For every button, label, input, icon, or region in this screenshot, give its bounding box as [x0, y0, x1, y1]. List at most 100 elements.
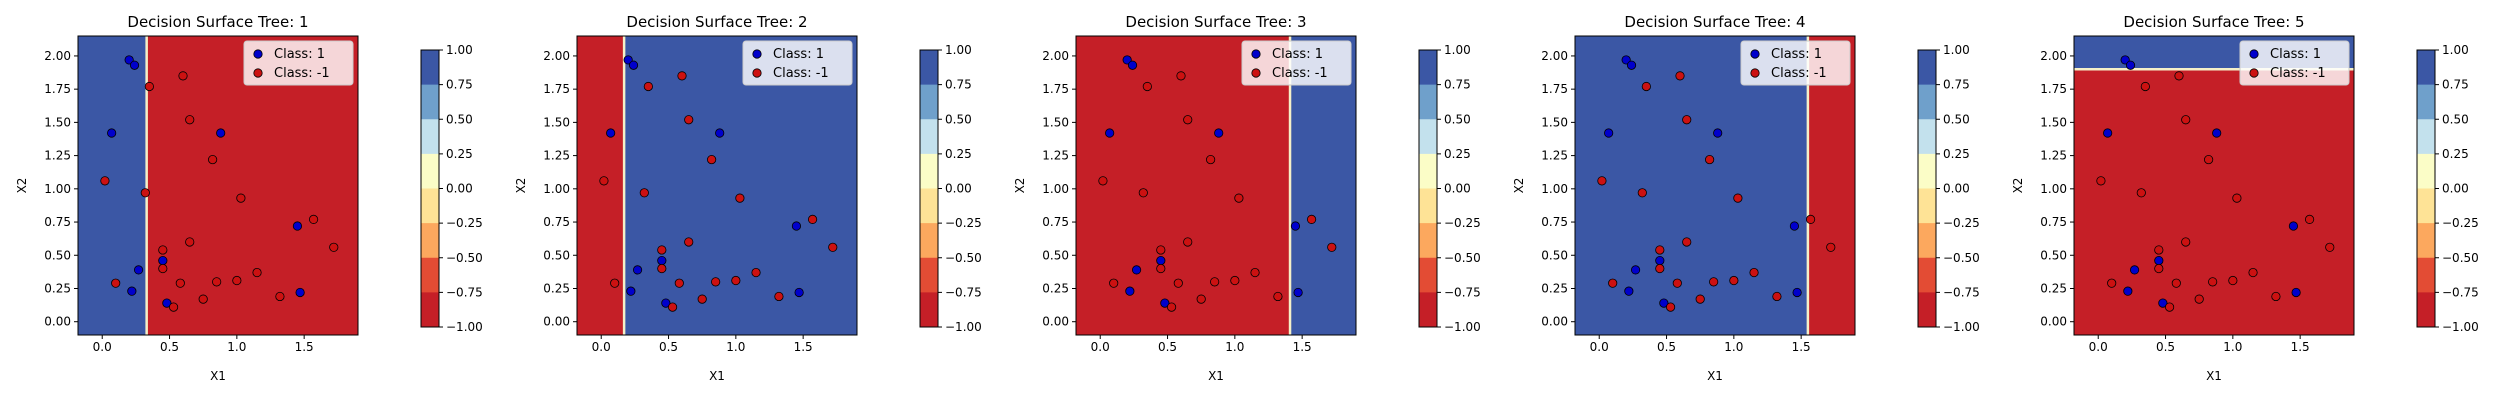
colorbar-tick-label: 0.00 — [945, 182, 972, 196]
panel-1: 0.0 0.5 1.0 1.5 0.00 0.25 0.50 0.75 1.00 1.25 1.50… — [15, 13, 483, 383]
x-tick-label: 0.0 — [592, 340, 611, 354]
point-class-neg1 — [731, 275, 741, 286]
point-class-neg1 — [1273, 291, 1283, 302]
point-class-neg1 — [2107, 278, 2117, 288]
point-class-neg1 — [1156, 245, 1166, 255]
legend-label-class-neg1: Class: -1 — [1771, 66, 1827, 81]
legend-marker-class-neg1 — [1750, 68, 1760, 78]
legend-label-class-1: Class: 1 — [274, 47, 325, 62]
colorbar-tick-label: 1.00 — [2442, 43, 2469, 57]
point-class-neg1 — [1655, 245, 1665, 255]
point-class-neg1 — [275, 291, 285, 302]
colorbar-band — [2417, 223, 2435, 259]
y-tick-label: 0.25 — [44, 281, 71, 295]
point-class-neg1 — [1608, 278, 1618, 288]
colorbar-tick-label: 1.00 — [446, 43, 473, 57]
colorbar-band — [1419, 257, 1437, 293]
y-tick-label: 2.00 — [44, 49, 71, 63]
colorbar-band — [1918, 153, 1936, 189]
x-axis-label: X1 — [1707, 369, 1723, 383]
point-class-1 — [632, 265, 643, 275]
point-class-neg1 — [2181, 115, 2191, 125]
colorbar-band — [421, 153, 439, 189]
legend-marker-class-neg1 — [752, 68, 762, 78]
chart-title: Decision Surface Tree: 2 — [626, 13, 807, 31]
colorbar-band — [421, 223, 439, 259]
colorbar-tick-label: 0.25 — [446, 147, 473, 161]
point-class-1 — [626, 286, 636, 296]
y-tick-label: 1.50 — [2040, 115, 2067, 129]
decision-region-left — [78, 36, 147, 335]
point-class-neg1 — [1206, 154, 1216, 165]
point-class-neg1 — [1250, 267, 1260, 278]
point-class-neg1 — [684, 237, 694, 247]
y-tick-label: 0.25 — [1042, 281, 1069, 295]
y-tick-label: 0.25 — [543, 281, 570, 295]
point-class-neg1 — [2304, 214, 2315, 224]
colorbar-band — [1419, 84, 1437, 120]
point-class-neg1 — [1682, 237, 1692, 247]
y-tick-label: 1.25 — [1042, 149, 1069, 163]
point-class-neg1 — [639, 188, 649, 198]
y-tick-label: 0.50 — [44, 248, 71, 262]
colorbar-tick-label: −0.50 — [945, 251, 982, 265]
point-class-1 — [129, 60, 140, 70]
colorbar-tick-label: 0.25 — [1943, 147, 1970, 161]
decision-region-right — [624, 36, 857, 335]
point-class-neg1 — [1655, 263, 1665, 274]
legend: Class: 1 Class: -1 — [742, 40, 853, 86]
x-tick-label: 0.0 — [1590, 340, 1609, 354]
y-axis-label: X2 — [1512, 178, 1526, 194]
colorbar-band — [1419, 153, 1437, 189]
colorbar-tick-label: −0.25 — [2442, 216, 2479, 230]
colorbar-tick-label: 0.50 — [1444, 112, 1471, 126]
colorbar-band — [920, 257, 938, 293]
y-tick-label: 1.00 — [2040, 182, 2067, 196]
point-class-1 — [1290, 221, 1301, 231]
legend-marker-class-1 — [752, 49, 762, 59]
point-class-neg1 — [2271, 291, 2281, 302]
point-class-neg1 — [2181, 237, 2191, 247]
colorbar-tick-label: −1.00 — [1444, 320, 1481, 334]
point-class-neg1 — [657, 245, 667, 255]
point-class-neg1 — [1142, 81, 1152, 92]
point-class-1 — [661, 298, 671, 308]
legend: Class: 1 Class: -1 — [243, 40, 354, 86]
colorbar-band — [2417, 188, 2435, 224]
x-tick-label: 1.5 — [2291, 340, 2310, 354]
y-tick-label: 0.00 — [1541, 315, 1568, 329]
x-tick-label: 0.0 — [1091, 340, 1110, 354]
x-axis-label: X1 — [2206, 369, 2222, 383]
colorbar-tick-label: −0.50 — [446, 251, 483, 265]
colorbar-tick-label: 0.00 — [446, 182, 473, 196]
colorbar-tick-label: 1.00 — [1444, 43, 1471, 57]
point-class-1 — [2103, 128, 2113, 138]
colorbar-tick-label: −0.25 — [945, 216, 982, 230]
point-class-1 — [715, 128, 725, 138]
point-class-neg1 — [329, 242, 339, 252]
y-tick-label: 0.50 — [1541, 248, 1568, 262]
panel-3: 0.0 0.5 1.0 1.5 0.00 0.25 0.50 0.75 1.00 1.25 1.50… — [1013, 13, 1481, 383]
point-class-neg1 — [807, 214, 818, 224]
legend-marker-class-1 — [1750, 49, 1760, 59]
point-class-neg1 — [684, 115, 694, 125]
colorbar-tick-label: −0.75 — [945, 285, 982, 299]
colorbar-band — [2417, 84, 2435, 120]
colorbar-tick-label: −1.00 — [2442, 320, 2479, 334]
legend-marker-class-neg1 — [1251, 68, 1261, 78]
y-tick-label: 0.50 — [1042, 248, 1069, 262]
point-class-1 — [791, 221, 802, 231]
chart-title: Decision Surface Tree: 5 — [2123, 13, 2304, 31]
point-class-1 — [2129, 265, 2140, 275]
point-class-neg1 — [711, 277, 721, 287]
point-class-1 — [1659, 298, 1669, 308]
point-class-neg1 — [158, 263, 168, 274]
point-class-neg1 — [1641, 81, 1651, 92]
point-class-neg1 — [1733, 193, 1743, 203]
point-class-neg1 — [643, 81, 653, 92]
point-class-neg1 — [751, 267, 761, 278]
x-tick-label: 0.5 — [1657, 340, 1676, 354]
x-tick-label: 1.5 — [794, 340, 813, 354]
point-class-neg1 — [1665, 302, 1676, 312]
point-class-neg1 — [1637, 188, 1647, 198]
